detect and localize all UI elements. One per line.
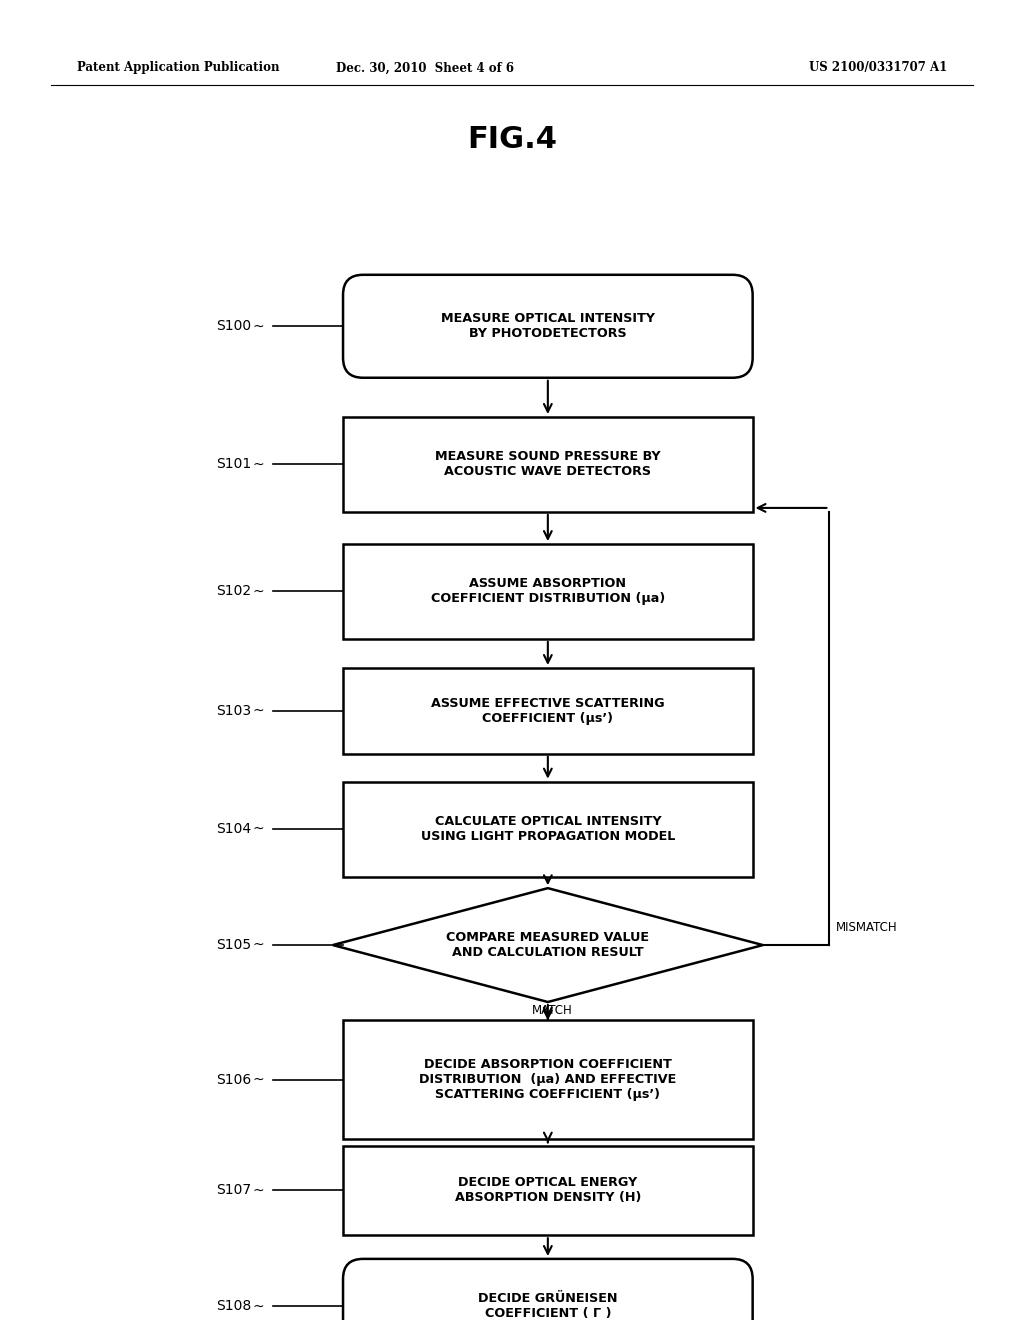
Text: MEASURE OPTICAL INTENSITY
BY PHOTODETECTORS: MEASURE OPTICAL INTENSITY BY PHOTODETECT… xyxy=(441,313,654,341)
Text: DECIDE ABSORPTION COEFFICIENT
DISTRIBUTION  (μa) AND EFFECTIVE
SCATTERING COEFFI: DECIDE ABSORPTION COEFFICIENT DISTRIBUTI… xyxy=(419,1059,677,1101)
Text: ~: ~ xyxy=(253,1299,264,1313)
Text: S103: S103 xyxy=(216,704,251,718)
Text: MEASURE SOUND PRESSURE BY
ACOUSTIC WAVE DETECTORS: MEASURE SOUND PRESSURE BY ACOUSTIC WAVE … xyxy=(435,450,660,478)
Text: ASSUME EFFECTIVE SCATTERING
COEFFICIENT (μs’): ASSUME EFFECTIVE SCATTERING COEFFICIENT … xyxy=(431,697,665,725)
Text: ~: ~ xyxy=(253,704,264,718)
Text: S100: S100 xyxy=(216,319,251,333)
Text: S108: S108 xyxy=(216,1299,251,1313)
Text: S106: S106 xyxy=(216,1073,251,1086)
Text: ASSUME ABSORPTION
COEFFICIENT DISTRIBUTION (μa): ASSUME ABSORPTION COEFFICIENT DISTRIBUTI… xyxy=(431,577,665,606)
Bar xyxy=(343,668,753,754)
Text: COMPARE MEASURED VALUE
AND CALCULATION RESULT: COMPARE MEASURED VALUE AND CALCULATION R… xyxy=(446,931,649,960)
Polygon shape xyxy=(333,888,763,1002)
Bar xyxy=(343,781,753,876)
Text: S102: S102 xyxy=(216,585,251,598)
Text: DECIDE OPTICAL ENERGY
ABSORPTION DENSITY (H): DECIDE OPTICAL ENERGY ABSORPTION DENSITY… xyxy=(455,1176,641,1204)
Text: S105: S105 xyxy=(216,939,251,952)
Bar xyxy=(343,1146,753,1236)
Text: Patent Application Publication: Patent Application Publication xyxy=(77,62,280,74)
Text: ~: ~ xyxy=(253,458,264,471)
Text: S101: S101 xyxy=(216,458,251,471)
Bar xyxy=(343,1020,753,1139)
Text: FIG.4: FIG.4 xyxy=(467,125,557,154)
Text: MATCH: MATCH xyxy=(531,1005,572,1016)
Text: S107: S107 xyxy=(216,1184,251,1197)
Text: CALCULATE OPTICAL INTENSITY
USING LIGHT PROPAGATION MODEL: CALCULATE OPTICAL INTENSITY USING LIGHT … xyxy=(421,814,675,843)
Text: ~: ~ xyxy=(253,1073,264,1086)
Bar xyxy=(343,544,753,639)
FancyBboxPatch shape xyxy=(343,1259,753,1320)
Text: ~: ~ xyxy=(253,319,264,333)
Text: DECIDE GRÜNEISEN
COEFFICIENT ( Γ ): DECIDE GRÜNEISEN COEFFICIENT ( Γ ) xyxy=(478,1292,617,1320)
Text: S104: S104 xyxy=(216,822,251,836)
Text: US 2100/0331707 A1: US 2100/0331707 A1 xyxy=(809,62,947,74)
Text: ~: ~ xyxy=(253,939,264,952)
Text: MISMATCH: MISMATCH xyxy=(836,920,897,933)
Text: Dec. 30, 2010  Sheet 4 of 6: Dec. 30, 2010 Sheet 4 of 6 xyxy=(336,62,514,74)
Text: ~: ~ xyxy=(253,585,264,598)
FancyBboxPatch shape xyxy=(343,275,753,378)
Text: ~: ~ xyxy=(253,822,264,836)
Text: ~: ~ xyxy=(253,1184,264,1197)
Bar xyxy=(343,417,753,512)
